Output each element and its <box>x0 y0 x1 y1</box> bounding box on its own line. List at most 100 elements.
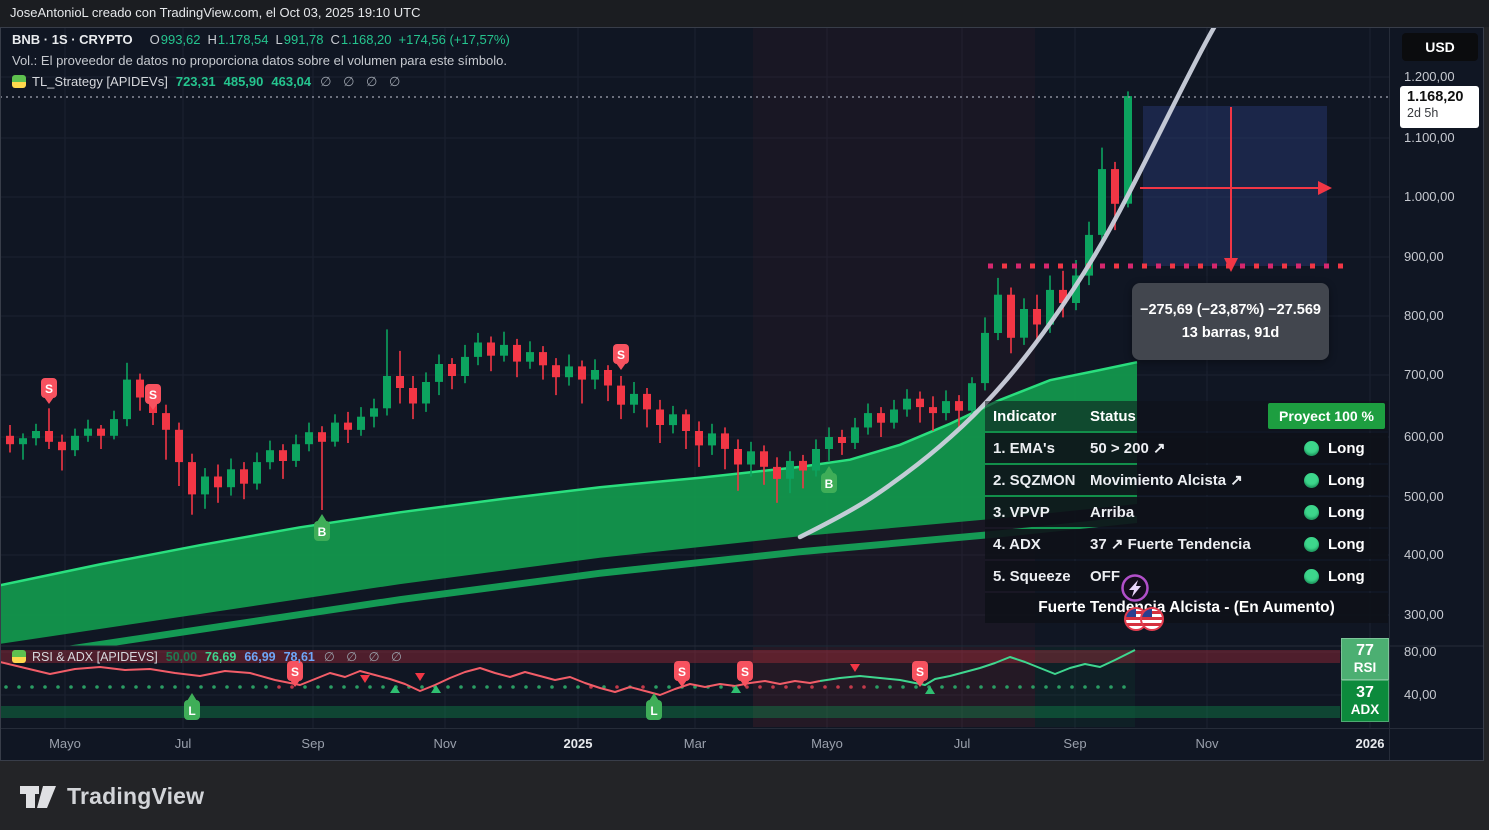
lightning-icon <box>1121 574 1149 602</box>
indicator-table-row: 1. EMA's 50 > 200 ↗ Long <box>985 433 1388 463</box>
table-header-status: Status <box>1090 407 1136 425</box>
row-indicator-name: 2. SQZMON <box>993 471 1076 489</box>
ohlc-value: 1.178,54 <box>217 32 269 47</box>
ohlc-key: C <box>330 32 340 47</box>
row-signal-label: Long <box>1328 535 1365 553</box>
symbol-title[interactable]: BNB · 1S · CRYPTO <box>12 32 133 47</box>
strategy-legend: TL_Strategy [APIDEVs] 723,31 485,90 463,04… <box>12 75 510 88</box>
indicator-table-row: 5. Squeeze OFF Long <box>985 561 1388 591</box>
row-indicator-name: 4. ADX <box>993 535 1041 553</box>
price-value: 1.168,20 <box>1407 89 1464 105</box>
tradingview-logo-icon[interactable] <box>20 781 58 811</box>
price-scale-tick: 900,00 <box>1404 249 1444 264</box>
time-axis-label: Jul <box>953 736 971 751</box>
price-scale-tick: 500,00 <box>1404 489 1444 504</box>
rsi-values: 50,00 76,69 66,99 78,61 <box>158 650 315 664</box>
time-axis-label: Sep <box>301 736 325 751</box>
time-axis[interactable]: Mayo Jul Sep Nov 2025 Mar Mayo Jul Sep Nov 2026 <box>0 729 1484 760</box>
table-header-indicator: Indicator <box>993 407 1057 425</box>
long-signal-dot-icon <box>1304 440 1319 456</box>
row-status: 50 > 200 ↗ <box>1090 440 1166 457</box>
table-body: 1. EMA's 50 > 200 ↗ Long 2. SQZMON Movimient… <box>985 433 1388 591</box>
rsi-value: 66,99 <box>244 649 276 664</box>
ohlc-values: O993,62 H1.178,54 L991,78 C1.168,20 <box>143 32 392 47</box>
rsi-value: 78,61 <box>283 649 315 664</box>
strategy-value: 723,31 <box>175 74 216 89</box>
time-axis-label: Mayo <box>49 736 81 751</box>
time-axis-label: Mayo <box>811 736 843 751</box>
ohlc-value: 991,78 <box>283 32 324 47</box>
ohlc-key: L <box>275 32 283 47</box>
symbol-row: BNB · 1S · CRYPTO O993,62 H1.178,54 L991,78… <box>12 33 510 46</box>
bar-countdown: 2d 5h <box>1407 106 1439 120</box>
chart-legend: BNB · 1S · CRYPTO O993,62 H1.178,54 L991,78… <box>12 33 510 88</box>
price-scale-tick: 1.100,00 <box>1404 130 1455 145</box>
price-scale-tick: 40,00 <box>1404 687 1437 702</box>
svg-text:L: L <box>650 704 657 718</box>
time-axis-label: 2026 <box>1355 736 1385 751</box>
rsi-title[interactable]: RSI & ADX [APIDEVS] <box>32 649 158 664</box>
snapshot-credit: JoseAntonioL creado con TradingView.com,… <box>0 0 1489 27</box>
rsi-empty-values: ∅ ∅ ∅ ∅ <box>323 650 406 664</box>
price-scale-tick: 80,00 <box>1404 644 1437 659</box>
ohlc-key: H <box>207 32 217 47</box>
time-axis-label: Sep <box>1063 736 1087 751</box>
indicator-table-row: 4. ADX 37 ↗ Fuerte Tendencia Long <box>985 529 1388 559</box>
time-axis-label: Nov <box>1195 736 1219 751</box>
row-signal-label: Long <box>1328 471 1365 489</box>
time-axis-label: Nov <box>433 736 457 751</box>
table-header-row: Indicator Status Proyect 100 % <box>985 401 1388 431</box>
svg-text:S: S <box>291 665 299 679</box>
volume-note: Vol.: El proveedor de datos no proporcio… <box>12 53 508 68</box>
svg-text:S: S <box>678 665 686 679</box>
indicator-badge-adx: 37 ADX <box>1341 680 1389 722</box>
ohlc-value: 1.168,20 <box>340 32 392 47</box>
row-indicator-name: 1. EMA's <box>993 439 1055 457</box>
rsi-logo-icon <box>12 650 26 663</box>
price-scale-tick: 1.200,00 <box>1404 69 1455 84</box>
indicator-table: Indicator Status Proyect 100 % 1. EMA's 5… <box>985 401 1388 623</box>
price-scale-tick: 300,00 <box>1404 607 1444 622</box>
rsi-legend: RSI & ADX [APIDEVS] 50,00 76,69 66,99 78,61… <box>12 649 406 664</box>
row-signal-label: Long <box>1328 567 1365 585</box>
currency-button[interactable]: USD <box>1402 33 1478 61</box>
apidevs-icons <box>1121 574 1164 631</box>
svg-text:B: B <box>318 525 327 539</box>
strategy-value: 485,90 <box>223 74 264 89</box>
indicator-table-row: 3. VPVP Arriba Long <box>985 497 1388 527</box>
row-status: Movimiento Alcista ↗ <box>1090 472 1243 489</box>
strategy-empty-values: ∅ ∅ ∅ ∅ <box>320 74 405 89</box>
long-signal-dot-icon <box>1304 536 1319 552</box>
proyect-100-button[interactable]: Proyect 100 % <box>1268 403 1385 429</box>
row-indicator-name: 5. Squeeze <box>993 567 1071 585</box>
rsi-value: 76,69 <box>205 649 237 664</box>
measure-line2: 13 barras, 91d <box>1181 325 1280 341</box>
measure-line1: −275,69 (−23,87%) −27.569 <box>1140 302 1321 318</box>
current-price-label: 1.168,20 2d 5h <box>1400 86 1479 128</box>
svg-text:S: S <box>916 665 924 679</box>
long-signal-dot-icon <box>1304 504 1319 520</box>
us-flag-icons <box>1124 607 1164 631</box>
ohlc-key: O <box>149 32 160 47</box>
price-scale-tick: 600,00 <box>1404 429 1444 444</box>
row-status: Arriba <box>1090 503 1135 521</box>
svg-text:B: B <box>825 477 834 491</box>
row-indicator-name: 3. VPVP <box>993 503 1050 521</box>
price-scale-tick: 700,00 <box>1404 367 1444 382</box>
price-scale-tick: 1.000,00 <box>1404 189 1455 204</box>
price-scale-tick: 800,00 <box>1404 308 1444 323</box>
table-footer: Fuerte Tendencia Alcista - (En Aumento) <box>985 593 1388 623</box>
tradingview-logo-text[interactable]: TradingView <box>67 782 205 809</box>
rsi-value: 50,00 <box>165 649 198 664</box>
svg-text:S: S <box>45 382 53 396</box>
time-axis-label: Jul <box>174 736 192 751</box>
row-status: OFF <box>1090 567 1120 585</box>
indicator-badge-rsi: 77 RSI <box>1341 638 1389 680</box>
long-signal-dot-icon <box>1304 568 1319 584</box>
time-axis-label: Mar <box>683 736 707 751</box>
strategy-values: 723,31 485,90 463,04 <box>168 75 311 88</box>
strategy-name[interactable]: TL_Strategy [APIDEVs] <box>32 74 168 89</box>
row-status: 37 ↗ Fuerte Tendencia <box>1090 536 1251 553</box>
long-signal-dot-icon <box>1304 472 1319 488</box>
